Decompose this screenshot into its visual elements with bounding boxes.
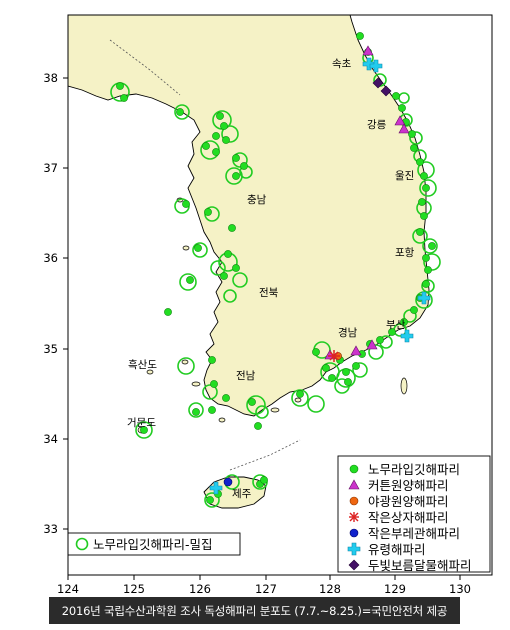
place-uljin: 울진 <box>395 170 414 182</box>
legend-label-dense: 노무라입깃해파리-밀집 <box>93 537 213 552</box>
lat-tick-38: 38 <box>43 71 58 85</box>
legend-symbol-curtain <box>348 479 360 490</box>
legend-label-curtain: 커튼원양해파리 <box>368 478 449 493</box>
legend-label-box-jellyfish: 작은상자해파리 <box>368 510 449 525</box>
species-legend-box <box>337 455 491 573</box>
legend-label-ghost: 유령해파리 <box>368 542 426 557</box>
legend-symbol-moon-jellyfish <box>348 559 360 571</box>
place-busan: 부산 <box>386 319 406 331</box>
longitude-axis <box>67 575 461 580</box>
legend-symbol-night-light <box>349 496 359 506</box>
caption-bar: 2016년 국립수산과학원 조사 독성해파리 분포도 (7.7.~8.25.)=… <box>49 597 460 624</box>
legend-symbol-dense <box>75 537 89 551</box>
lon-tick-129: 129 <box>384 582 406 596</box>
lon-tick-126: 126 <box>189 582 211 596</box>
lat-tick-36: 36 <box>43 251 58 265</box>
coastal-islets <box>137 197 408 434</box>
legend-symbol-man-of-war <box>349 528 359 538</box>
lon-tick-128: 128 <box>319 582 341 596</box>
lon-tick-125: 125 <box>123 582 145 596</box>
legend-label-nomura: 노무라입깃해파리 <box>368 462 460 477</box>
legend-label-man-of-war: 작은부레관해파리 <box>368 526 460 541</box>
legend-symbol-nomura <box>349 464 359 474</box>
caption-text: 2016년 국립수산과학원 조사 독성해파리 분포도 (7.7.~8.25.)=… <box>61 603 448 618</box>
nomura-markers <box>116 32 436 504</box>
place-heuksando: 흑산도 <box>128 358 157 371</box>
lon-tick-130: 130 <box>449 582 471 596</box>
map-frame <box>67 14 493 576</box>
lat-tick-35: 35 <box>43 342 58 356</box>
latitude-axis <box>63 77 68 530</box>
lon-tick-124: 124 <box>57 582 79 596</box>
legend-symbol-ghost <box>347 542 361 556</box>
legend-label-moon-jellyfish: 두빛보름달물해파리 <box>368 558 472 573</box>
place-geomundo: 거문도 <box>127 417 156 429</box>
species-legend: 노무라입깃해파리 커튼원양해파리 야광원양해파리 작은상자해파리 작은부레관해파… <box>347 462 472 573</box>
place-jeju: 제주 <box>232 488 252 500</box>
sea-boundary-lines <box>109 39 301 471</box>
ghost-jellyfish-markers <box>209 57 431 495</box>
lat-tick-37: 37 <box>43 161 58 175</box>
legend-symbol-box-jellyfish <box>349 512 359 522</box>
place-gangneung: 강릉 <box>367 119 387 131</box>
lat-tick-33: 33 <box>43 522 58 536</box>
place-pohang: 포항 <box>395 247 415 259</box>
lat-tick-34: 34 <box>43 432 58 446</box>
portuguese-man-of-war-markers <box>223 477 233 487</box>
place-sokcho: 속초 <box>332 58 352 70</box>
legend-label-night-light: 야광원양해파리 <box>368 494 449 509</box>
place-jeonnam: 전남 <box>236 370 256 382</box>
place-gyeongnam: 경남 <box>338 326 358 339</box>
box-jellyfish-markers <box>328 350 340 362</box>
place-chungnam: 충남 <box>247 194 267 206</box>
lon-tick-127: 127 <box>255 582 277 596</box>
place-jeonbuk: 전북 <box>259 287 279 299</box>
moon-jellyfish-markers <box>372 77 392 97</box>
